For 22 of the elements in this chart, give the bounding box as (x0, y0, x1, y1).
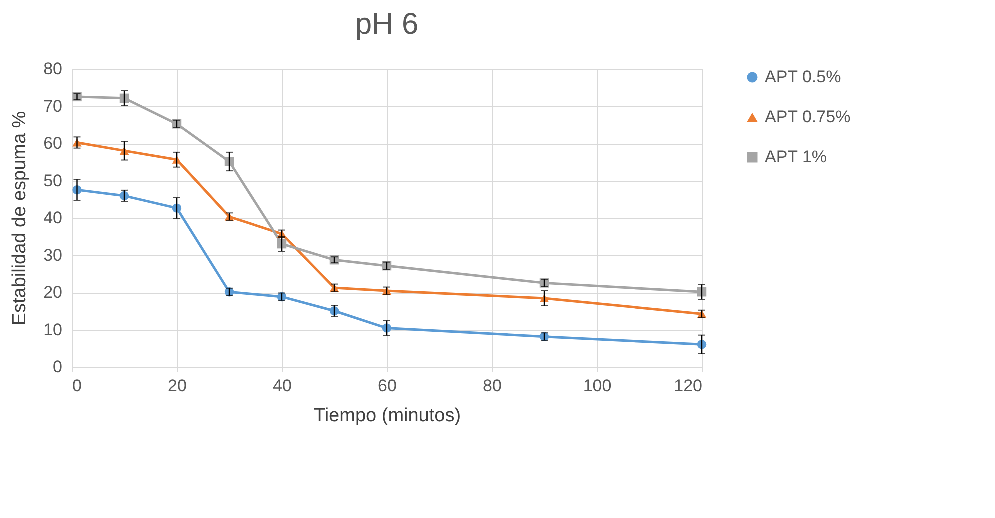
y-tick-label: 80 (44, 60, 62, 78)
y-tick-label: 40 (44, 208, 62, 228)
y-tick-label: 20 (44, 283, 62, 302)
y-tick-label: 50 (44, 171, 62, 190)
x-tick-label: 100 (583, 376, 612, 396)
y-tick-label: 70 (44, 96, 62, 116)
y-axis-title: Estabilidad de espuma % (10, 111, 31, 326)
y-tick-label: 10 (44, 320, 62, 340)
x-tick-label: 60 (378, 376, 397, 396)
x-axis-title: Tiempo (minutos) (314, 406, 462, 426)
legend-label: APT 0.75% (765, 108, 851, 126)
legend-label: APT 0.5% (765, 68, 842, 86)
y-tick-label: 60 (44, 134, 62, 153)
x-tick-label: 120 (674, 376, 702, 396)
x-tick-label: 0 (72, 376, 82, 396)
chart-title: pH 6 (355, 8, 419, 41)
x-tick-label: 40 (273, 376, 292, 396)
y-tick-label: 0 (53, 358, 62, 376)
x-tick-label: 80 (483, 376, 502, 396)
legend-label: APT 1% (765, 148, 828, 166)
y-tick-label: 30 (44, 246, 62, 265)
x-tick-label: 20 (168, 376, 187, 396)
